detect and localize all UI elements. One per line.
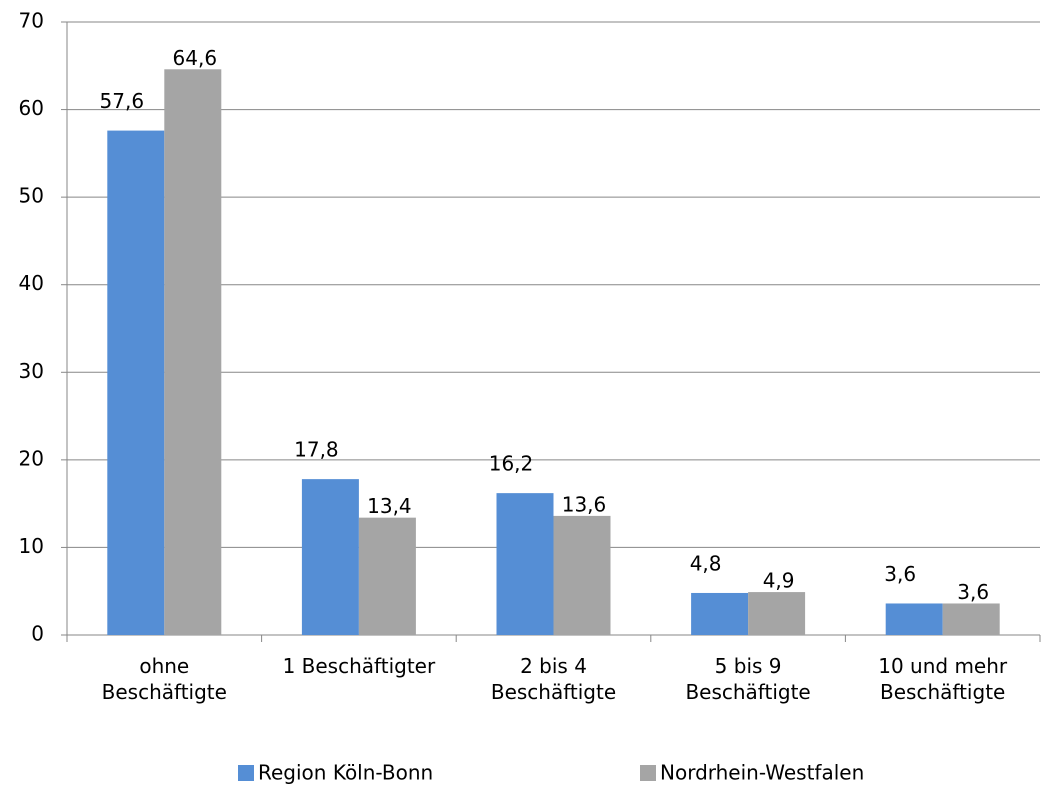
legend-swatch (640, 765, 656, 781)
y-tick-label: 50 (19, 184, 44, 208)
value-label: 3,6 (884, 562, 916, 586)
value-label: 64,6 (173, 46, 218, 70)
x-tick-label: 2 bis 4 Beschäftigte (490, 654, 617, 704)
y-tick-label: 10 (19, 534, 44, 558)
value-label: 57,6 (100, 89, 145, 113)
x-tick-label: 1 Beschäftigter (282, 654, 436, 678)
legend-swatch (238, 765, 254, 781)
y-tick-label: 20 (19, 446, 44, 470)
value-label: 4,8 (690, 551, 722, 575)
bar (691, 592, 749, 635)
x-tick-label: 10 und mehr Beschäftigte (878, 654, 1008, 704)
value-label: 3,6 (957, 580, 989, 604)
bar (553, 515, 611, 635)
value-label: 13,6 (562, 492, 607, 516)
bar (885, 603, 943, 635)
bar (496, 493, 554, 635)
y-tick-label: 0 (31, 622, 44, 646)
bar (301, 479, 359, 635)
value-label: 4,9 (763, 569, 795, 593)
value-label: 16,2 (489, 452, 534, 476)
y-tick-label: 40 (19, 271, 44, 295)
bar (358, 517, 416, 635)
y-tick-label: 70 (19, 9, 44, 33)
y-tick-label: 30 (19, 359, 44, 383)
legend-label: Region Köln-Bonn (258, 761, 433, 785)
bar (748, 592, 806, 635)
value-label: 13,4 (367, 494, 412, 518)
legend-label: Nordrhein-Westfalen (660, 761, 864, 785)
bar (107, 130, 165, 636)
y-tick-label: 60 (19, 96, 44, 120)
x-tick-label: ohne Beschäftigte (101, 654, 227, 704)
x-tick-label: 5 bis 9 Beschäftigte (685, 654, 811, 704)
value-label: 17,8 (294, 438, 339, 462)
bar (942, 603, 1000, 635)
bar (164, 69, 222, 635)
